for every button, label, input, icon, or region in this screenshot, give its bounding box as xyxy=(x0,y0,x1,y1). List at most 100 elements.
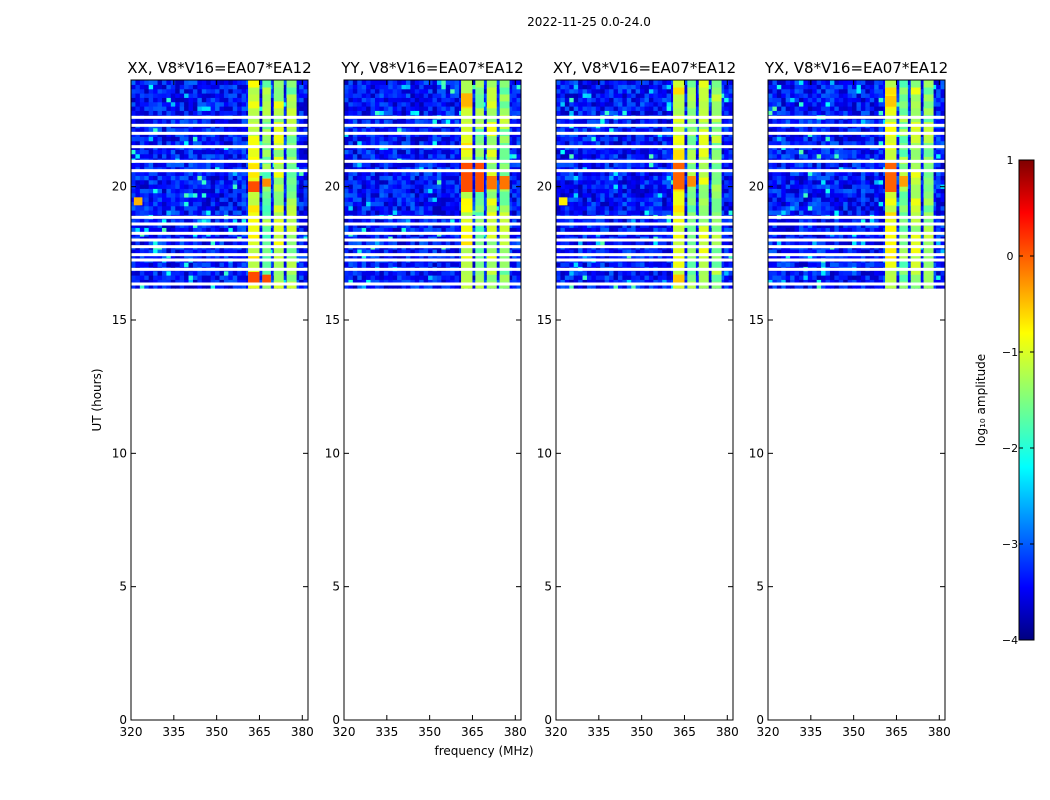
heatmap-cell xyxy=(582,279,588,285)
heatmap-cell xyxy=(135,166,141,172)
heatmap-cell xyxy=(370,179,376,185)
heatmap-cell xyxy=(397,270,403,276)
heatmap-cell xyxy=(131,218,137,224)
heatmap-cell xyxy=(232,197,238,202)
heatmap-cell xyxy=(237,175,243,181)
heatmap-cell xyxy=(370,140,376,146)
heatmap-cell xyxy=(613,201,619,207)
heatmap-cell xyxy=(303,127,308,133)
heatmap-cell xyxy=(573,236,579,241)
heatmap-cell xyxy=(237,166,243,172)
heatmap-cell xyxy=(379,88,385,94)
heatmap-cell xyxy=(201,88,207,94)
heatmap-cell xyxy=(405,97,411,103)
heatmap-cell xyxy=(410,166,416,172)
channel-column xyxy=(499,80,510,88)
heatmap-cell xyxy=(428,283,434,289)
heatmap-cell xyxy=(494,218,500,224)
heatmap-cell xyxy=(564,240,570,246)
heatmap-cell xyxy=(405,153,411,159)
x-tick-label: 320 xyxy=(120,725,143,739)
heatmap-cell xyxy=(166,106,172,111)
heatmap-cell xyxy=(281,192,287,198)
heatmap-cell xyxy=(600,279,606,285)
heatmap-cell xyxy=(144,110,150,116)
heatmap-cell xyxy=(512,240,518,246)
heatmap-cell xyxy=(294,201,300,207)
heatmap-cell xyxy=(131,175,137,181)
heatmap-cell xyxy=(303,279,308,285)
heatmap-cell xyxy=(414,279,420,285)
heatmap-cell xyxy=(622,236,628,241)
heatmap-cell xyxy=(419,97,425,103)
heatmap-cell xyxy=(419,101,425,107)
heatmap-cell xyxy=(144,197,150,202)
heatmap-cell xyxy=(344,188,350,194)
x-tick-label: 320 xyxy=(333,725,356,739)
heatmap-cell xyxy=(188,84,194,90)
heatmap-cell xyxy=(148,140,154,146)
heatmap-cell xyxy=(157,119,163,124)
heatmap-cell xyxy=(383,279,389,285)
heatmap-cell xyxy=(223,218,229,224)
heatmap-cell xyxy=(454,275,460,280)
heatmap-cell xyxy=(157,97,163,103)
heatmap-cell xyxy=(352,249,358,254)
heatmap-cell xyxy=(170,218,176,224)
heatmap-cell xyxy=(241,279,247,285)
heatmap-cell xyxy=(303,106,308,111)
heatmap-cell xyxy=(582,153,588,159)
heatmap-cell xyxy=(166,249,172,254)
heatmap-cell xyxy=(131,179,137,185)
heatmap-cell xyxy=(507,97,513,103)
heatmap-cell xyxy=(197,240,203,246)
heatmap-cell xyxy=(223,210,229,215)
heatmap-cell xyxy=(388,171,394,176)
heatmap-cell xyxy=(361,93,367,98)
heatmap-cell xyxy=(175,119,181,124)
heatmap-cell xyxy=(366,110,372,116)
heatmap-cell xyxy=(556,262,562,267)
heatmap-cell xyxy=(556,127,562,133)
heatmap-cell xyxy=(374,136,380,142)
heatmap-cell xyxy=(237,80,243,85)
heatmap-cell xyxy=(405,236,411,241)
heatmap-cell xyxy=(617,84,623,90)
heatmap-cell xyxy=(423,236,429,241)
heatmap-cell xyxy=(582,218,588,224)
heatmap-cell xyxy=(595,149,601,155)
heatmap-cell xyxy=(591,88,597,94)
heatmap-cell xyxy=(450,140,456,146)
heatmap-cell xyxy=(591,149,597,155)
heatmap-cell xyxy=(144,227,150,233)
heatmap-cell xyxy=(379,192,385,198)
heatmap-cell xyxy=(410,227,416,233)
heatmap-cell xyxy=(383,84,389,90)
heatmap-cell xyxy=(219,136,225,142)
heatmap-cell xyxy=(494,166,500,172)
heatmap-cell xyxy=(237,188,243,194)
heatmap-cell xyxy=(494,106,500,111)
heatmap-cell xyxy=(419,227,425,233)
heatmap-cell xyxy=(560,162,566,168)
heatmap-cell xyxy=(210,110,216,116)
heatmap-cell xyxy=(294,149,300,155)
heatmap-cell xyxy=(591,97,597,103)
heatmap-cell xyxy=(241,175,247,181)
hot-spot xyxy=(461,162,473,192)
heatmap-cell xyxy=(352,283,358,289)
heatmap-cell xyxy=(184,136,190,142)
channel-column xyxy=(486,135,497,143)
heatmap-cell xyxy=(206,84,212,90)
heatmap-cell xyxy=(241,262,247,267)
heatmap-cell xyxy=(450,119,456,124)
heatmap-cell xyxy=(139,93,145,98)
heatmap-cell xyxy=(423,119,429,124)
heatmap-cell xyxy=(450,236,456,241)
heatmap-cell xyxy=(595,184,601,189)
heatmap-cell xyxy=(397,201,403,207)
heatmap-cell xyxy=(414,97,420,103)
heatmap-cell xyxy=(148,210,154,215)
heatmap-cell xyxy=(348,101,354,107)
heatmap-cell xyxy=(197,140,203,146)
